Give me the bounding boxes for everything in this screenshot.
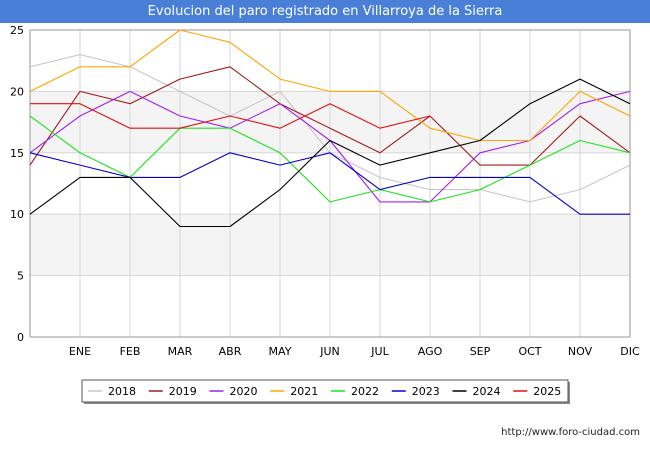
y-tick-label: 10 [10, 208, 24, 221]
x-tick-label: AGO [418, 345, 443, 358]
y-tick-label: 15 [10, 147, 24, 160]
legend-label-2022: 2022 [351, 385, 379, 398]
x-tick-label: MAY [269, 345, 292, 358]
x-tick-label: FEB [120, 345, 141, 358]
legend-label-2018: 2018 [108, 385, 136, 398]
x-tick-label: ABR [219, 345, 242, 358]
y-tick-label: 5 [17, 270, 24, 283]
plot-border [29, 29, 631, 338]
footer-url: http://www.foro-ciudad.com [501, 427, 640, 438]
legend-label-2025: 2025 [533, 385, 561, 398]
series-line-2025 [30, 103, 431, 129]
legend-box [81, 379, 569, 403]
x-tick-label: JUL [370, 345, 389, 358]
series-line-2021 [29, 29, 631, 142]
legend-label-2024: 2024 [473, 385, 501, 398]
legend-label-2021: 2021 [290, 385, 318, 398]
x-tick-label: DIC [620, 345, 640, 358]
x-tick-label: OCT [518, 345, 541, 358]
legend-label-2019: 2019 [169, 385, 197, 398]
series-line-2024 [29, 78, 631, 228]
y-tick-label: 0 [17, 331, 24, 344]
x-tick-label: SEP [470, 345, 491, 358]
x-tick-label: ENE [69, 345, 91, 358]
x-tick-label: NOV [568, 345, 593, 358]
x-tick-label: JUN [319, 345, 340, 358]
x-tick-label: MAR [168, 345, 193, 358]
y-tick-label: 25 [10, 24, 24, 37]
legend-label-2023: 2023 [412, 385, 440, 398]
y-tick-label: 20 [10, 85, 24, 98]
chart-title: Evolucion del paro registrado en Villarr… [0, 0, 650, 23]
legend-label-2020: 2020 [230, 385, 258, 398]
